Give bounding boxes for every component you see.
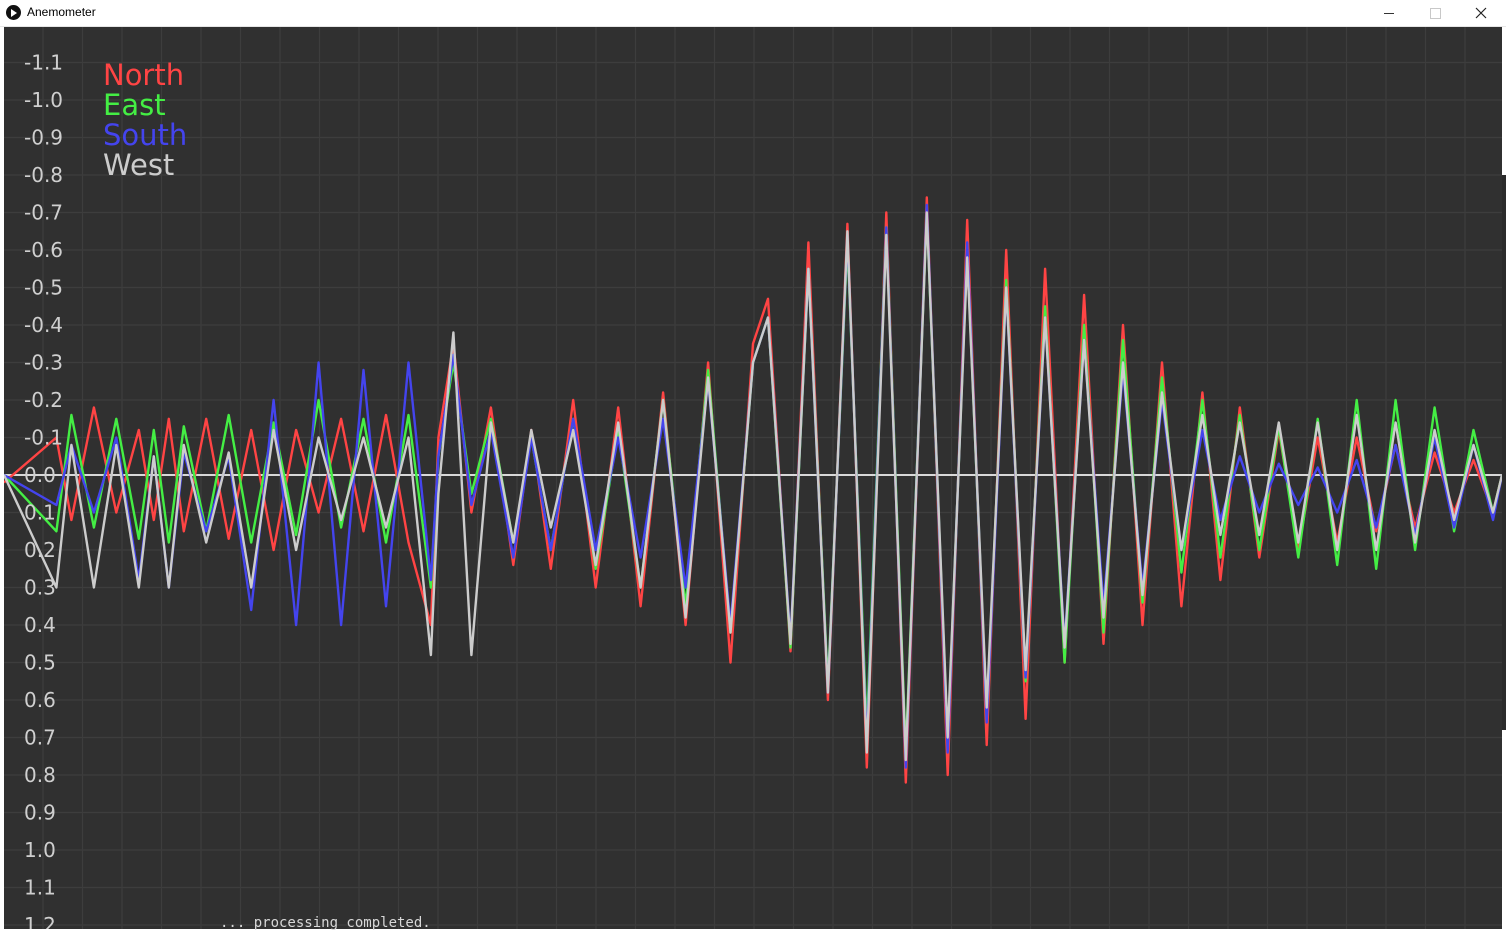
console-output-text: ... processing completed. [220,915,431,931]
maximize-button[interactable] [1412,0,1458,26]
window-border-left [0,27,4,929]
y-tick-label: -1.1 [24,51,63,75]
y-tick-label: -0.9 [24,126,63,150]
y-tick-label: -0.2 [24,388,63,412]
y-tick-label: 1.1 [24,876,56,900]
y-tick-label: -0.7 [24,201,63,225]
minimize-button[interactable] [1366,0,1412,26]
y-tick-label: 0.3 [24,576,56,600]
series-lines [2,196,1504,784]
y-tick-labels: -1.1 -1.0 -0.9 -0.8 -0.7 -0.6 -0.5 -0.4 -0.3 -0.2… [24,51,63,933]
legend-entry-east: East [103,88,166,122]
background-window-edge [1502,175,1506,730]
maximize-icon [1429,7,1441,19]
y-tick-label: 0.0 [24,463,56,487]
series-line-south [3,203,1504,769]
series-line-west [2,211,1504,762]
y-tick-label: 0.1 [24,501,56,525]
close-icon [1475,7,1487,19]
y-tick-label: 0.8 [24,763,56,787]
close-button[interactable] [1458,0,1504,26]
minimize-icon [1384,12,1394,14]
y-tick-label: 0.5 [24,651,56,675]
y-tick-label: -0.8 [24,163,63,187]
grid-lines [4,27,1502,929]
y-tick-label: 0.9 [24,801,56,825]
y-tick-label: -0.4 [24,313,63,337]
legend-entry-west: West [103,148,174,182]
y-tick-label: -0.6 [24,238,63,262]
y-tick-label: 0.7 [24,726,56,750]
y-tick-label: -0.3 [24,351,63,375]
legend-entry-north: North [103,58,184,92]
y-tick-label: 1.2 [24,913,56,929]
title-bar: Anemometer [0,0,1506,27]
window-title: Anemometer [27,5,96,19]
y-tick-label: 1.0 [24,838,56,862]
series-line-north [3,196,1504,784]
y-tick-label: 0.4 [24,613,56,637]
y-tick-label: -1.0 [24,88,63,112]
anemometer-chart: -1.1 -1.0 -0.9 -0.8 -0.7 -0.6 -0.5 -0.4 -0.3 -0.2… [2,27,1504,933]
y-tick-label: 0.2 [24,538,56,562]
y-tick-label: -0.5 [24,276,63,300]
plot-area: -1.1 -1.0 -0.9 -0.8 -0.7 -0.6 -0.5 -0.4 -0.3 -0.2… [2,27,1504,933]
app-icon [6,5,21,20]
legend-entry-south: South [103,118,187,152]
y-tick-label: -0.1 [24,426,63,450]
series-line-east [3,211,1504,754]
y-tick-label: 0.6 [24,688,56,712]
